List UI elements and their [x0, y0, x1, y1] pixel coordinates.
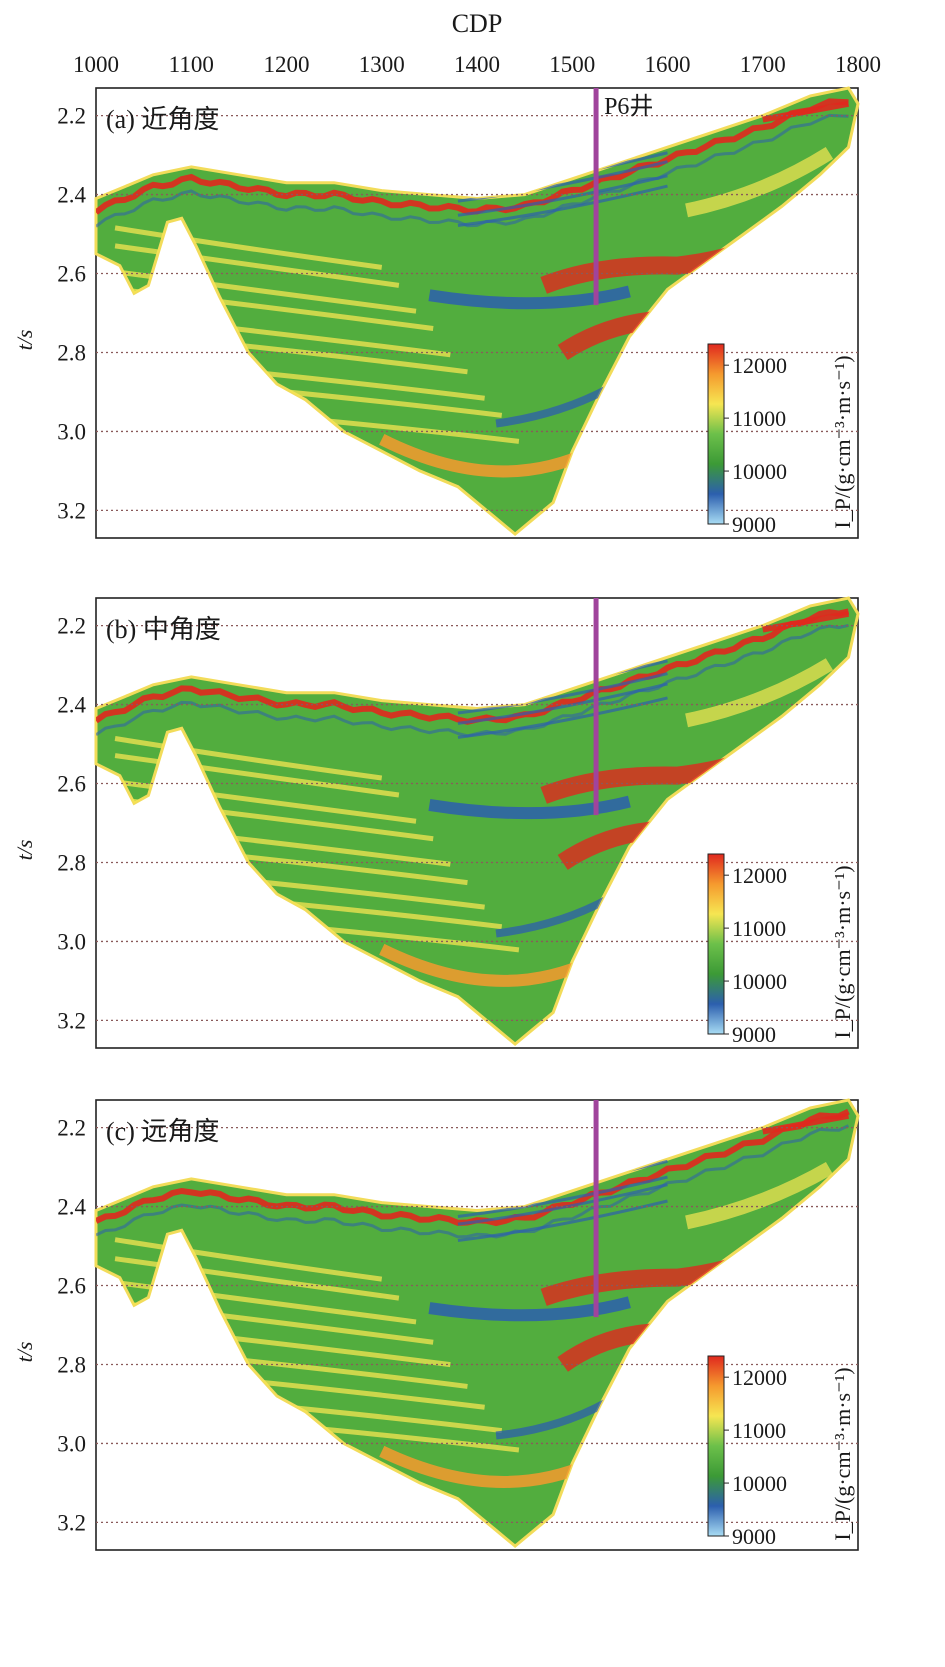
low-impedance-band — [428, 1296, 631, 1322]
x-tick-label: 1000 — [73, 52, 119, 77]
y-tick-label: 2.2 — [57, 614, 86, 639]
low-impedance-band — [457, 1175, 668, 1219]
reflector-band — [114, 753, 400, 798]
plot-frame — [95, 87, 859, 539]
reflector-band — [685, 1162, 833, 1230]
low-impedance-band — [457, 174, 668, 217]
y-tick-label: 2.2 — [57, 104, 86, 129]
y-tick-label: 2.6 — [57, 1274, 86, 1299]
reflector-band — [762, 610, 850, 633]
colorbar-gradient — [707, 1355, 725, 1537]
y-axis-title: t/s — [12, 330, 37, 351]
y-tick-label: 2.4 — [57, 1195, 86, 1220]
colorbar-tick-label: 11000 — [732, 1418, 786, 1443]
colorbar: 9000 10000 11000 12000 I_P/(g·cm⁻³·m·s⁻¹) — [707, 343, 855, 537]
impedance-section — [94, 596, 860, 1047]
panel-c: 2.2 2.4 2.6 2.8 3.0 3.2 t/s (c) 远角度 9000 10000 110… — [12, 1098, 860, 1551]
reflector-band — [762, 100, 850, 123]
reflector-band — [114, 225, 383, 270]
colorbar-tick-label: 11000 — [732, 916, 786, 941]
low-impedance-band — [428, 285, 631, 310]
colorbar-tick-label: 12000 — [732, 1365, 787, 1390]
low-impedance-band — [457, 696, 668, 739]
y-tick-label: 2.4 — [57, 183, 86, 208]
reflector-band — [96, 1124, 850, 1239]
low-impedance-band — [428, 795, 631, 820]
colorbar-gradient — [707, 853, 725, 1035]
y-tick-label: 3.2 — [57, 1008, 86, 1033]
reflector-band — [762, 1112, 850, 1135]
x-tick-label: 1400 — [454, 52, 500, 77]
y-tick-label: 2.8 — [57, 1352, 86, 1377]
colorbar-tick-label: 9000 — [732, 1022, 776, 1047]
colorbar-tick-label: 10000 — [732, 969, 787, 994]
high-impedance-band — [379, 433, 594, 478]
colorbar-tick-label: 10000 — [732, 459, 787, 484]
y-axis-title: t/s — [12, 1342, 37, 1363]
y-axis-title: t/s — [12, 840, 37, 861]
low-impedance-band — [457, 1199, 668, 1242]
colorbar-tick-label: 10000 — [732, 1471, 787, 1496]
reflector-band — [114, 736, 383, 781]
low-impedance-band — [457, 1183, 668, 1226]
y-tick-label: 2.8 — [57, 850, 86, 875]
panel-label: (a) 近角度 — [106, 105, 219, 134]
y-tick-label: 2.6 — [57, 772, 86, 797]
colorbar-tick-label: 12000 — [732, 353, 787, 378]
y-tick-label: 2.6 — [57, 262, 86, 287]
colorbar: 9000 10000 11000 12000 I_P/(g·cm⁻³·m·s⁻¹) — [707, 853, 855, 1047]
panel-label: (b) 中角度 — [106, 615, 221, 644]
panels: 2.2 2.4 2.6 2.8 3.0 3.2 t/s P6井 (a) 近角度 9000 10000… — [12, 86, 860, 1551]
reflector-band — [96, 98, 849, 215]
colorbar-gradient — [707, 343, 725, 525]
x-axis-ticks: 1000 1100 1200 1300 1400 1500 1600 1700 1800 — [73, 52, 881, 77]
y-tick-label: 2.4 — [57, 693, 86, 718]
impedance-section — [94, 86, 860, 537]
reflector-band — [114, 243, 400, 288]
x-tick-label: 1600 — [645, 52, 691, 77]
low-impedance-band — [457, 184, 668, 228]
reflector-band — [685, 658, 834, 728]
x-tick-label: 1800 — [835, 52, 881, 77]
y-tick-label: 3.2 — [57, 498, 86, 523]
well-label: P6井 — [604, 93, 653, 120]
colorbar-title: I_P/(g·cm⁻³·m·s⁻¹) — [830, 865, 855, 1038]
y-tick-label: 3.0 — [57, 419, 86, 444]
reflector-band — [685, 146, 834, 218]
x-tick-label: 1500 — [549, 52, 595, 77]
x-axis-title: CDP — [452, 9, 503, 38]
high-impedance-band — [379, 943, 594, 987]
colorbar-title: I_P/(g·cm⁻³·m·s⁻¹) — [830, 355, 855, 528]
low-impedance-band — [457, 682, 668, 725]
reflector-band — [114, 1256, 400, 1301]
y-tick-label: 2.2 — [57, 1116, 86, 1141]
y-tick-label: 3.0 — [57, 929, 86, 954]
y-tick-label: 3.2 — [57, 1510, 86, 1535]
colorbar-tick-label: 11000 — [732, 406, 786, 431]
x-tick-label: 1100 — [169, 52, 214, 77]
colorbar: 9000 10000 11000 12000 I_P/(g·cm⁻³·m·s⁻¹) — [707, 1355, 855, 1549]
colorbar-title: I_P/(g·cm⁻³·m·s⁻¹) — [830, 1367, 855, 1540]
impedance-section — [94, 1098, 860, 1549]
colorbar-tick-label: 9000 — [732, 512, 776, 537]
panel-b: 2.2 2.4 2.6 2.8 3.0 3.2 t/s (b) 中角度 9000 10000 110… — [12, 596, 860, 1049]
reflector-band — [96, 113, 849, 228]
panel-a: 2.2 2.4 2.6 2.8 3.0 3.2 t/s P6井 (a) 近角度 9000 10000… — [12, 86, 860, 539]
plot-frame — [95, 1099, 859, 1551]
colorbar-tick-label: 9000 — [732, 1524, 776, 1549]
x-tick-label: 1700 — [740, 52, 786, 77]
y-tick-label: 2.8 — [57, 340, 86, 365]
x-tick-label: 1300 — [359, 52, 405, 77]
panel-label: (c) 远角度 — [106, 1117, 219, 1146]
y-tick-label: 3.0 — [57, 1431, 86, 1456]
x-tick-label: 1200 — [264, 52, 310, 77]
low-impedance-band — [457, 672, 668, 715]
reflector-band — [114, 1237, 383, 1282]
colorbar-tick-label: 12000 — [732, 863, 787, 888]
high-impedance-band — [379, 1445, 594, 1488]
plot-frame — [95, 597, 859, 1049]
